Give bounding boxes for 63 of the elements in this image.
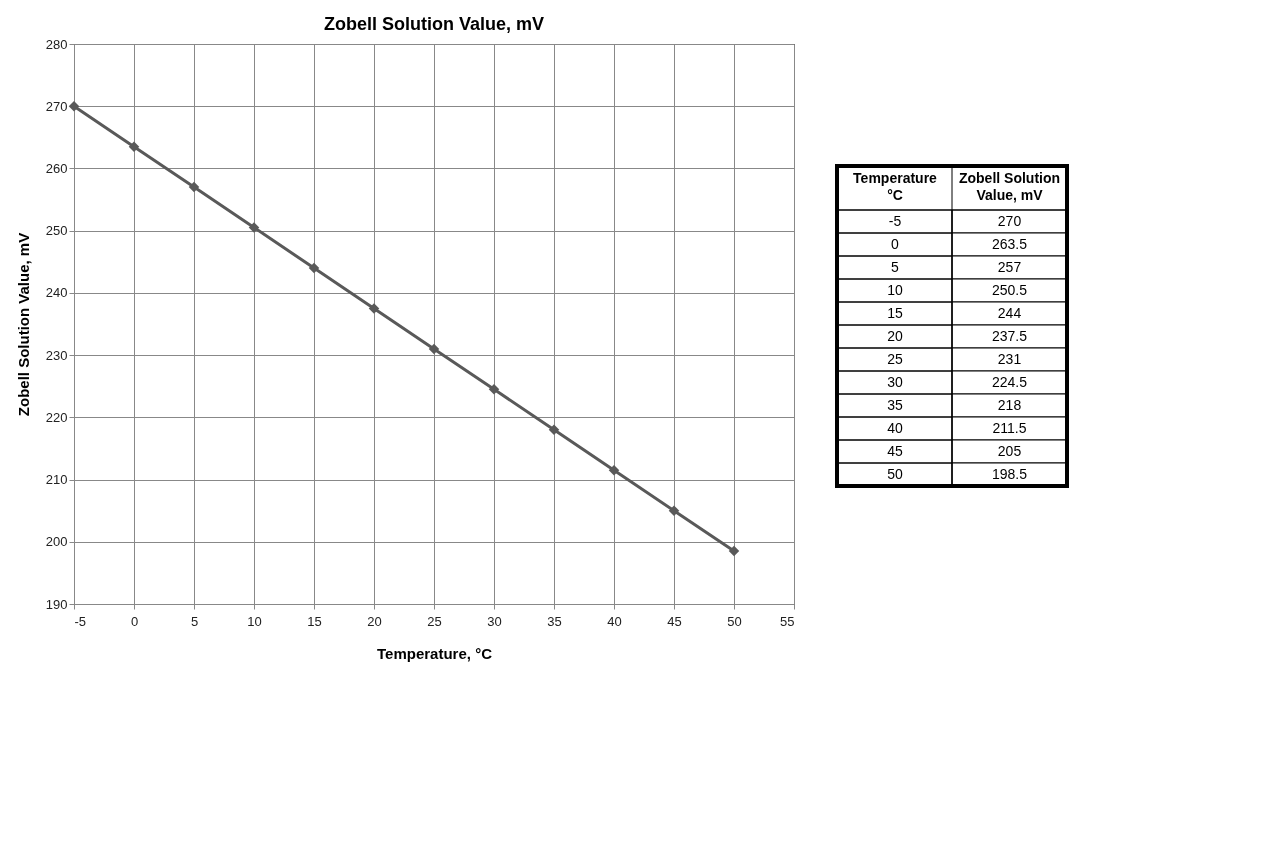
y-tick-label: 35 <box>887 396 903 413</box>
x-tick-label: 20 <box>367 613 382 629</box>
x-axis-title: Temperature, °C <box>377 644 493 662</box>
x-tick-label: 35 <box>547 613 562 629</box>
x-tick-label: 55 <box>780 613 795 629</box>
point <box>128 141 140 152</box>
point <box>548 424 560 436</box>
point <box>368 303 380 314</box>
x-tick-label: 0 <box>130 613 139 629</box>
x-tick-label: 10 <box>247 613 262 629</box>
y-tick-label: 210 <box>45 472 68 488</box>
y-tick-label: 15 <box>887 304 903 321</box>
y-tick-label: 280 <box>45 36 68 52</box>
point <box>68 100 80 112</box>
data-label: 237.5 <box>991 327 1028 344</box>
data-label: 244 <box>997 304 1022 321</box>
y-axis-title: Temperature °C <box>853 169 938 203</box>
x-tick-label: 25 <box>427 613 442 629</box>
y-tick-label: 0 <box>891 235 900 252</box>
data-label: 198.5 <box>991 465 1028 482</box>
y-tick-label: 10 <box>887 281 903 298</box>
x-tick-label: 45 <box>667 613 682 629</box>
data-label: 250.5 <box>991 281 1028 298</box>
y-tick-label: 240 <box>45 285 68 301</box>
point <box>608 464 620 476</box>
point <box>728 545 740 557</box>
data-label: 205 <box>997 442 1022 459</box>
y-tick-label: 50 <box>887 465 903 482</box>
x-tick-label: 50 <box>727 613 742 629</box>
point <box>668 505 680 516</box>
x-tick-label: -5 <box>74 613 87 629</box>
data-label: 270 <box>997 212 1022 229</box>
y-tick-label: 45 <box>887 442 903 459</box>
point <box>188 181 200 193</box>
y-tick-label: 5 <box>891 258 900 275</box>
y-tick-label: 30 <box>887 373 903 390</box>
x-tick-label: 5 <box>190 613 199 629</box>
data-label: 224.5 <box>991 373 1028 390</box>
data-label: 211.5 <box>992 419 1027 436</box>
y-tick-label: 260 <box>45 160 68 176</box>
y-axis-title: Zobell Solution Value, mV <box>14 232 32 417</box>
data-label: 218 <box>997 396 1022 413</box>
y-tick-label: 250 <box>45 223 68 239</box>
y-tick-label: 230 <box>45 347 68 363</box>
y-tick-label: 220 <box>45 409 68 425</box>
y-tick-label: 190 <box>45 596 68 612</box>
data-label: 263.5 <box>991 235 1028 252</box>
y-tick-label: 270 <box>45 98 68 114</box>
y-tick-label: 200 <box>45 534 68 550</box>
data-label: 231 <box>997 350 1022 367</box>
y-tick-label: 25 <box>887 350 903 367</box>
y-tick-label: -5 <box>888 212 902 229</box>
x-tick-label: 15 <box>307 613 322 629</box>
x-tick-label: 40 <box>607 613 622 629</box>
point <box>488 384 500 395</box>
x-tick-label: 30 <box>487 613 502 629</box>
y-tick-label: 40 <box>887 419 903 436</box>
point <box>308 262 320 274</box>
y-tick-label: 20 <box>887 327 903 344</box>
data-label: 257 <box>997 258 1022 275</box>
point <box>428 343 440 355</box>
point <box>248 222 260 233</box>
chart-title: Zobell Solution Value, mV <box>323 14 545 34</box>
